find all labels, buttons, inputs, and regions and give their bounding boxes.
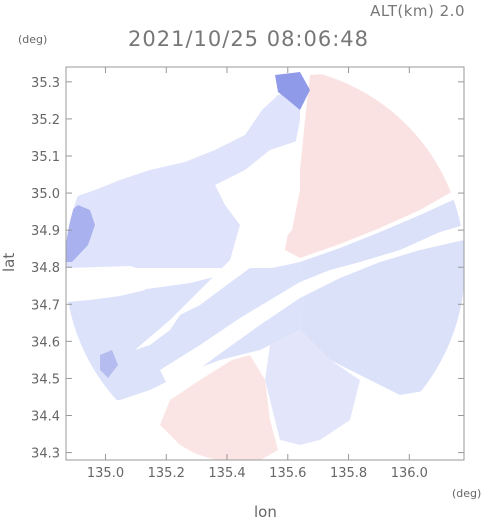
strong-approaching-patch-southwest [100,350,118,378]
timestamp-title: 2021/10/25 08:06:48 [128,27,370,51]
strong-approaching-patch-west [66,205,95,262]
y-tick-label: 34.3 [31,447,60,462]
y-tick-label: 35.3 [31,76,60,91]
y-tick-label: 34.6 [31,335,60,350]
x-tick-label: 135.4 [208,466,245,481]
radar-scan-field [66,72,464,460]
x-axis-title: lon [254,503,277,521]
y-tick-label: 34.4 [31,410,60,425]
approaching-region-southwest [66,262,305,400]
x-tick-label: 135.8 [330,466,367,481]
strong-approaching-patch-north [275,72,310,110]
x-unit-label: (deg) [452,487,482,500]
y-tick-label: 34.5 [31,372,60,387]
y-tick-label: 34.9 [31,224,60,239]
receding-region-south [160,355,278,460]
x-axis-ticks: 135.0 135.2 135.4 135.6 135.8 136.0 [87,67,428,481]
altitude-label: ALT(km) 2.0 [370,2,465,20]
y-tick-label: 35.1 [31,150,60,165]
y-unit-label: (deg) [18,33,48,46]
y-axis-ticks: 35.3 35.2 35.1 35.0 34.9 34.8 34.7 34.6 34.5 34.4… [31,76,464,462]
x-tick-label: 135.6 [269,466,306,481]
y-tick-label: 34.7 [31,298,60,313]
zero-velocity-band [66,266,150,302]
approaching-region-southeast [265,330,360,445]
zero-velocity-diagonal [160,225,464,390]
x-tick-label: 136.0 [391,466,428,481]
plot-frame [65,66,465,461]
x-tick-label: 135.2 [148,466,185,481]
y-tick-label: 35.2 [31,113,60,128]
x-tick-label: 135.0 [87,466,124,481]
y-tick-label: 35.0 [31,187,60,202]
zero-velocity-zone-center [135,140,300,350]
y-tick-label: 34.8 [31,261,60,276]
